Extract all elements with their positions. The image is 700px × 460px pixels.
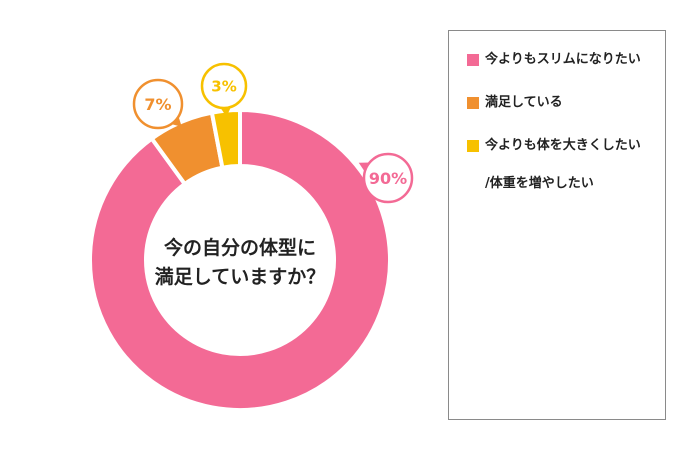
data-label-bigger: 3% bbox=[211, 77, 236, 95]
donut-hole bbox=[146, 166, 334, 354]
legend-swatch-bigger bbox=[467, 140, 479, 152]
center-label-line-1: 今の自分の体型に bbox=[163, 236, 316, 259]
legend-label-slim: 今よりもスリムになりたい bbox=[485, 52, 641, 67]
callout-bigger bbox=[200, 62, 248, 110]
legend-label-bigger: 今よりも体を大きくしたい /体重を増やしたい bbox=[485, 138, 641, 191]
legend-label-satisfied: 満足している bbox=[485, 95, 563, 110]
callout-slim bbox=[362, 152, 414, 204]
legend-swatch-slim bbox=[467, 54, 479, 66]
legend-item-slim: 今よりもスリムになりたい bbox=[467, 51, 641, 69]
center-label-line-2: 満足していますか？ bbox=[155, 266, 325, 288]
data-label-slim: 90% bbox=[369, 169, 407, 188]
data-label-satisfied: 7% bbox=[144, 95, 171, 114]
callout-satisfied bbox=[132, 78, 184, 130]
legend-item-bigger: 今よりも体を大きくしたい /体重を増やしたい bbox=[467, 137, 641, 203]
legend-item-satisfied: 満足している bbox=[467, 94, 563, 112]
legend-swatch-satisfied bbox=[467, 97, 479, 109]
legend: 今よりもスリムになりたい 満足している 今よりも体を大きくしたい /体重を増やし… bbox=[448, 30, 666, 420]
